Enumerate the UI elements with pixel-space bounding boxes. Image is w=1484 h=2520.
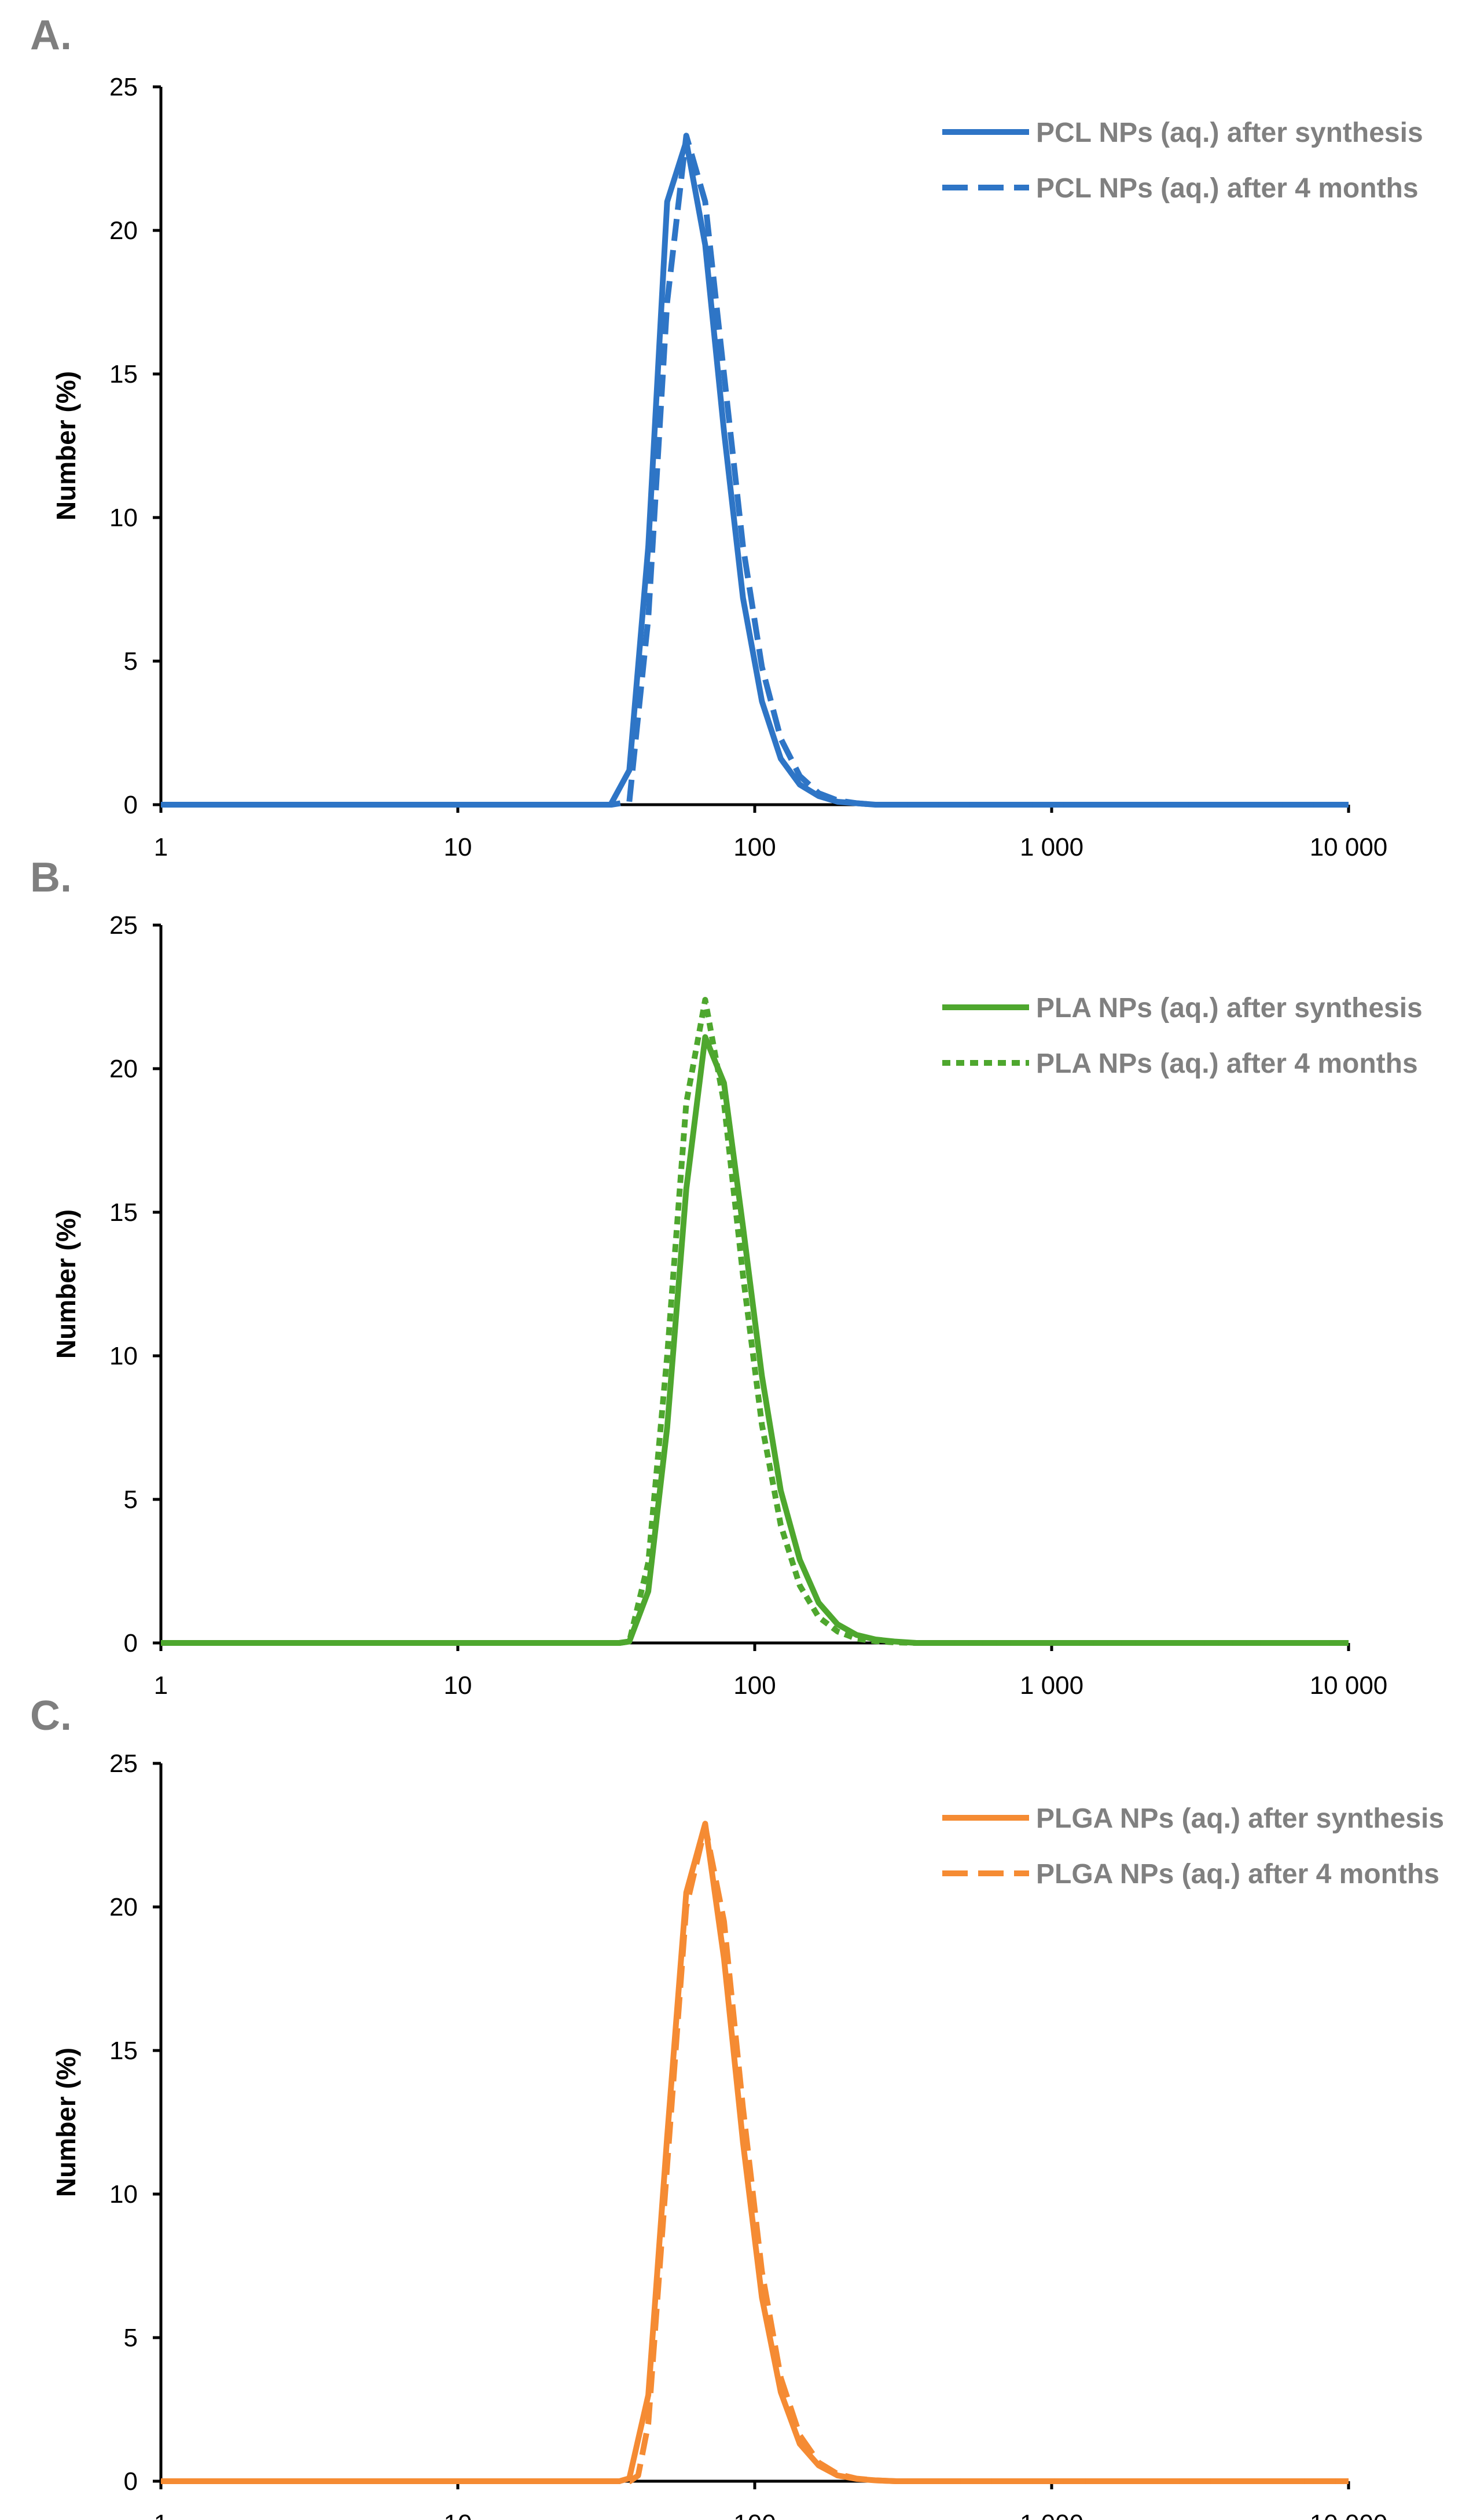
x-tick-label: 10 000 [1310,833,1388,861]
y-tick-label: 25 [109,911,138,940]
y-tick-label: 5 [124,2324,138,2352]
x-tick-label: 10 [444,1671,472,1700]
y-tick-label: 5 [124,647,138,676]
x-tick-label: 1 000 [1020,833,1083,861]
y-tick-label: 20 [109,1893,138,1921]
legend-label: PCL NPs (aq.) after 4 months [1036,173,1419,204]
series-line-dashed [161,133,1349,808]
panel-label: A. [30,12,72,58]
series-line-solid [161,138,1349,808]
x-tick-label: 1 [154,1671,168,1700]
legend-label: PLGA NPs (aq.) after 4 months [1036,1859,1439,1890]
y-tick-label: 10 [109,2180,138,2209]
y-axis-title: Number (%) [51,2048,81,2197]
y-tick-label: 20 [109,217,138,245]
x-tick-label: 1 000 [1020,2510,1083,2520]
legend-label: PLGA NPs (aq.) after synthesis [1036,1803,1444,1834]
x-tick-label: 10 000 [1310,1671,1388,1700]
x-tick-label: 1 000 [1020,1671,1083,1700]
y-tick-label: 15 [109,2037,138,2065]
y-axis-title: Number (%) [51,1209,81,1359]
x-tick-label: 10 000 [1310,2510,1388,2520]
x-tick-label: 100 [733,833,776,861]
y-tick-label: 15 [109,360,138,388]
y-tick-label: 5 [124,1485,138,1514]
y-tick-label: 25 [109,73,138,101]
panel-label: C. [30,1693,72,1739]
x-tick-label: 10 [444,833,472,861]
chart-panel-a: A. 0 5 10 15 20 25 1 10 100 1 000 10 000 Number (%) P… [30,12,1423,861]
chart-panel-b: B. 0 5 10 15 20 25 1 10 100 1 000 10 000 Number (%) P… [30,854,1423,1700]
y-axis-title: Number (%) [51,371,81,520]
y-tick-label: 10 [109,504,138,532]
panel-label: B. [30,854,72,901]
y-tick-label: 25 [109,1749,138,1778]
y-tick-label: 15 [109,1198,138,1227]
y-tick-label: 20 [109,1055,138,1083]
y-tick-label: 10 [109,1342,138,1370]
x-tick-label: 1 [154,833,168,861]
x-tick-label: 1 [154,2510,168,2520]
y-tick-label: 0 [124,1629,138,1657]
series-line-solid [161,1821,1349,2484]
y-tick-label: 0 [124,791,138,819]
y-tick-label: 0 [124,2467,138,2496]
x-tick-label: 10 [444,2510,472,2520]
legend-label: PLA NPs (aq.) after synthesis [1036,993,1423,1024]
legend-label: PCL NPs (aq.) after synthesis [1036,118,1423,148]
legend-label: PLA NPs (aq.) after 4 months [1036,1048,1418,1079]
x-tick-label: 100 [733,2510,776,2520]
series-line-dotted [161,997,1349,1646]
x-tick-label: 100 [733,1671,776,1700]
series-line-dashed [161,1824,1349,2484]
